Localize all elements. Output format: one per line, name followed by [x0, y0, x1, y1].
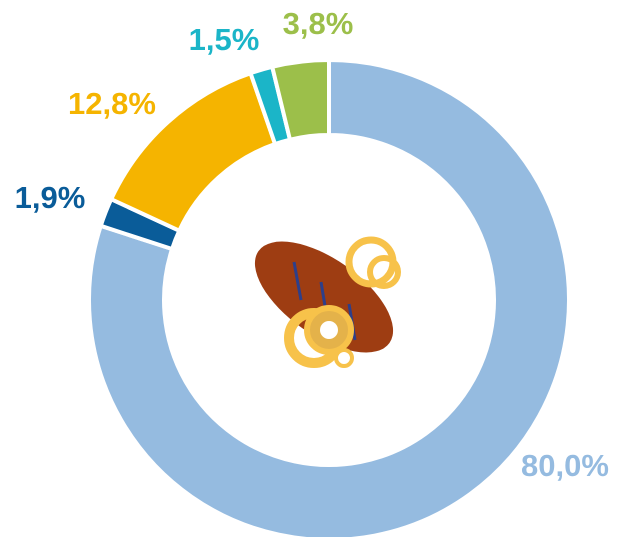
bagel-hole — [320, 321, 338, 339]
data-label: 1,5% — [189, 22, 260, 57]
data-label: 12,8% — [68, 86, 156, 121]
chart: 80,0% 1,9% 12,8% 1,5% 3,8% — [0, 0, 621, 537]
data-label: 1,9% — [15, 180, 86, 215]
bakery-icon — [237, 220, 412, 374]
ring — [336, 350, 352, 366]
data-label: 80,0% — [521, 448, 609, 483]
data-label: 3,8% — [283, 6, 354, 41]
page: 80,0%1,9%12,8%1,5%3,8% (() => { const da… — [0, 0, 621, 537]
